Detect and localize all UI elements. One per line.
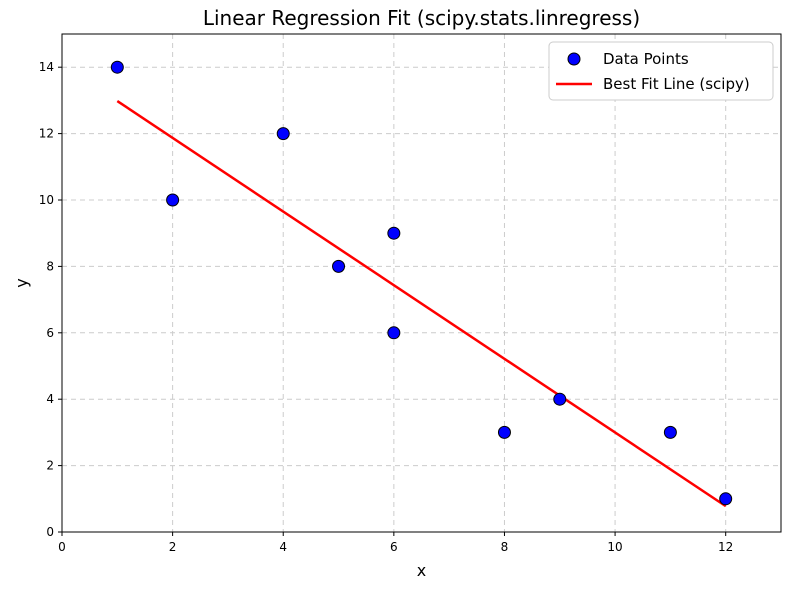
data-point xyxy=(387,226,401,240)
x-tick-label: 4 xyxy=(279,540,287,554)
x-tick-label: 0 xyxy=(58,540,66,554)
legend-label-data-points: Data Points xyxy=(603,50,689,68)
data-point xyxy=(276,127,290,141)
y-axis-label: y xyxy=(12,278,31,287)
data-point xyxy=(497,425,511,439)
data-point xyxy=(110,60,124,74)
data-point xyxy=(663,425,677,439)
y-tick-label: 0 xyxy=(46,525,54,539)
x-tick-label: 10 xyxy=(607,540,622,554)
legend-box xyxy=(548,41,774,101)
x-tick-label: 6 xyxy=(390,540,398,554)
data-point xyxy=(553,392,567,406)
x-tick-label: 2 xyxy=(169,540,177,554)
x-axis-label: x xyxy=(417,561,426,580)
y-tick-label: 10 xyxy=(39,193,54,207)
data-point xyxy=(166,193,180,207)
plot-frame xyxy=(61,33,782,533)
legend: Data Points Best Fit Line (scipy) xyxy=(548,41,774,101)
chart-title: Linear Regression Fit (scipy.stats.linre… xyxy=(203,6,640,30)
y-tick-label: 12 xyxy=(39,127,54,141)
x-tick-label: 8 xyxy=(501,540,509,554)
grid xyxy=(62,34,781,532)
legend-label-best-fit-line: Best Fit Line (scipy) xyxy=(603,75,750,93)
data-point xyxy=(387,326,401,340)
best-fit-line xyxy=(116,100,727,508)
data-point xyxy=(332,259,346,273)
y-tick-label: 8 xyxy=(46,259,54,273)
axis-ticks: 0 2 4 6 8 10 12 0 2 4 6 8 10 12 14 xyxy=(39,60,734,554)
legend-marker-data-points xyxy=(567,52,581,66)
y-tick-label: 2 xyxy=(46,459,54,473)
y-tick-label: 4 xyxy=(46,392,54,406)
x-tick-label: 12 xyxy=(718,540,733,554)
plot-marks xyxy=(110,60,733,508)
y-tick-label: 14 xyxy=(39,60,54,74)
data-point xyxy=(719,492,733,506)
y-tick-label: 6 xyxy=(46,326,54,340)
